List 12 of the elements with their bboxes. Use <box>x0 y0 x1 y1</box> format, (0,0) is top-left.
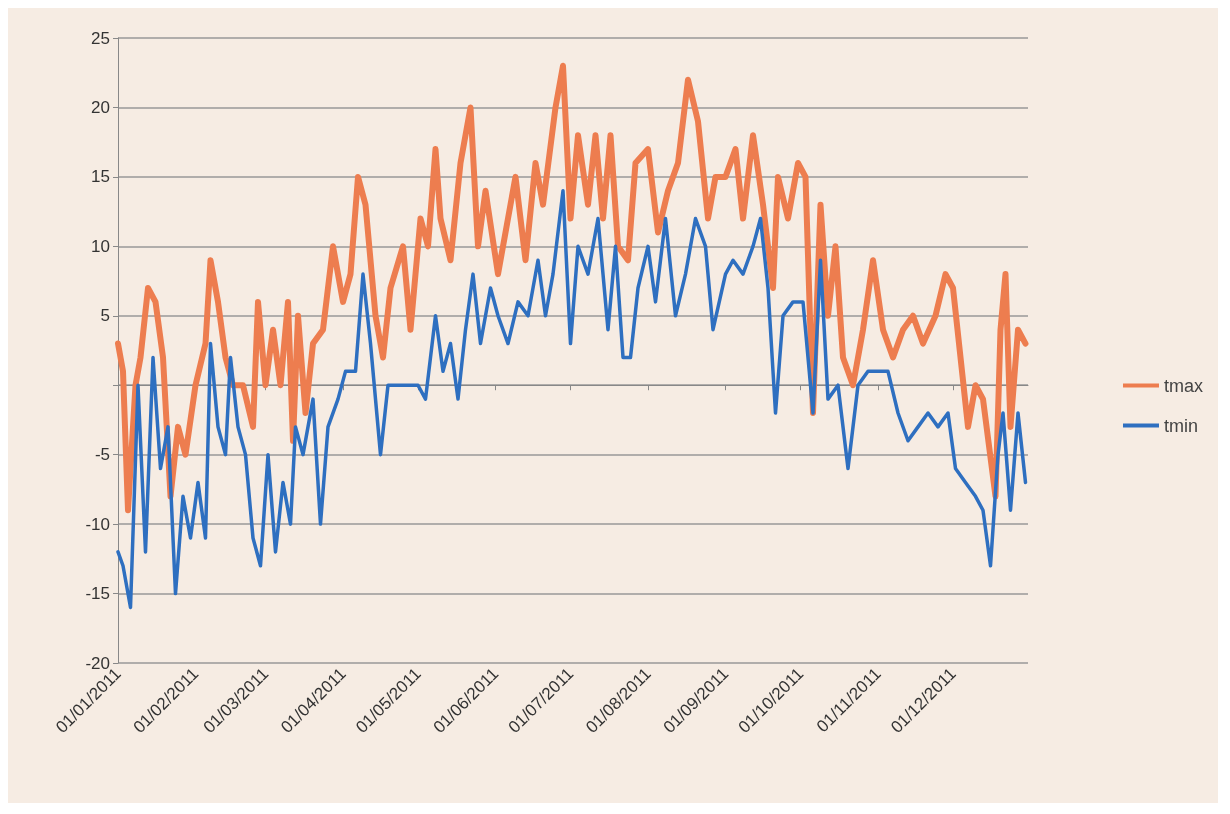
y-tick-label: -20 <box>85 653 110 673</box>
y-tick-label: 10 <box>91 236 110 256</box>
legend-label: tmin <box>1163 415 1199 436</box>
y-tick-label: 15 <box>91 167 110 187</box>
y-tick-label: 25 <box>91 28 110 48</box>
y-tick-label: 5 <box>100 306 110 326</box>
legend-label: tmax <box>1163 375 1204 396</box>
y-tick-label: -10 <box>85 514 110 534</box>
y-tick-label: -15 <box>85 584 110 604</box>
y-tick-label: -5 <box>94 445 110 465</box>
y-tick-label: 20 <box>91 97 110 117</box>
line-series <box>116 189 1028 610</box>
